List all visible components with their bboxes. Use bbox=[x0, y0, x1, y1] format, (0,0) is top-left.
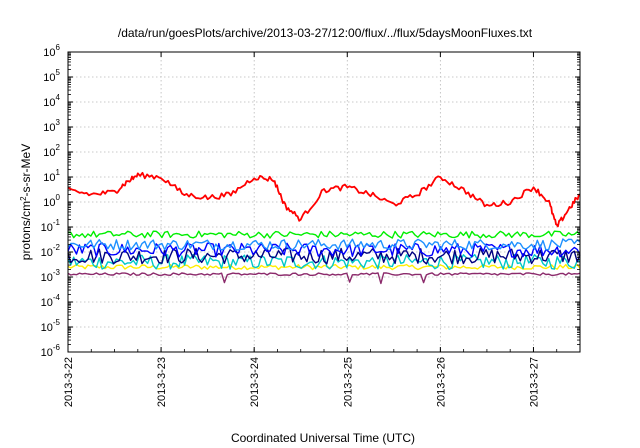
y-tick-label-exp: -4 bbox=[53, 293, 61, 302]
y-tick-label: 10-1 bbox=[41, 218, 61, 234]
series-line bbox=[67, 247, 581, 265]
y-tick-label-base: 10 bbox=[43, 147, 55, 159]
y-tick-label-exp: 0 bbox=[56, 193, 61, 202]
y-axis-title-sup: 2 bbox=[19, 196, 28, 201]
chart-title: /data/run/goesPlots/archive/2013-03-27/1… bbox=[118, 26, 533, 40]
y-tick-label-base: 10 bbox=[43, 97, 55, 109]
y-tick-label-exp: -6 bbox=[53, 343, 61, 352]
y-tick-label: 10-3 bbox=[41, 268, 61, 284]
y-axis-title-suffix: -s-sr-MeV bbox=[19, 144, 33, 197]
y-tick-label-exp: 2 bbox=[56, 143, 61, 152]
y-tick-label-exp: 4 bbox=[56, 93, 61, 102]
y-tick-label-base: 10 bbox=[41, 347, 53, 359]
ticks bbox=[67, 51, 581, 353]
y-tick-label: 100 bbox=[43, 193, 60, 209]
y-tick-label-base: 10 bbox=[43, 47, 55, 59]
series-line bbox=[67, 242, 581, 258]
y-tick-label-base: 10 bbox=[43, 122, 55, 134]
y-tick-label-base: 10 bbox=[43, 197, 55, 209]
y-tick-label-base: 10 bbox=[43, 172, 55, 184]
y-tick-label-exp: -5 bbox=[53, 318, 61, 327]
y-tick-label-exp: 6 bbox=[56, 43, 61, 52]
y-tick-label-exp: 3 bbox=[56, 118, 61, 127]
y-tick-label-base: 10 bbox=[41, 222, 53, 234]
y-tick-label-exp: -1 bbox=[53, 218, 61, 227]
y-tick-label-base: 10 bbox=[41, 272, 53, 284]
x-axis-title: Coordinated Universal Time (UTC) bbox=[231, 431, 415, 445]
y-tick-label: 106 bbox=[43, 43, 60, 59]
y-tick-label-exp: -3 bbox=[53, 268, 61, 277]
y-tick-label-base: 10 bbox=[41, 247, 53, 259]
series-line bbox=[67, 238, 581, 251]
y-tick-label-exp: -2 bbox=[53, 243, 61, 252]
y-axis-title: protons/cm2-s-sr-MeV bbox=[19, 144, 34, 260]
x-tick-label: 2013-3-27 bbox=[528, 357, 540, 407]
y-tick-label: 10-5 bbox=[41, 318, 61, 334]
y-tick-label: 102 bbox=[43, 143, 60, 159]
y-axis-title-prefix: protons/cm bbox=[19, 201, 33, 260]
y-tick-labels: 10-610-510-410-310-210-11001011021031041… bbox=[41, 43, 61, 359]
y-tick-label: 104 bbox=[43, 93, 60, 109]
y-tick-label: 10-4 bbox=[41, 293, 61, 309]
x-tick-label: 2013-3-24 bbox=[249, 357, 261, 407]
y-tick-label: 103 bbox=[43, 118, 60, 134]
x-tick-label: 2013-3-22 bbox=[63, 357, 75, 407]
x-tick-label: 2013-3-25 bbox=[342, 357, 354, 407]
y-tick-label-base: 10 bbox=[43, 72, 55, 84]
y-tick-label-exp: 5 bbox=[56, 68, 61, 77]
y-tick-label: 105 bbox=[43, 68, 60, 84]
x-tick-label: 2013-3-23 bbox=[156, 357, 168, 407]
y-tick-label-exp: 1 bbox=[56, 168, 61, 177]
series-layer bbox=[67, 171, 581, 285]
y-tick-label: 10-6 bbox=[41, 343, 61, 359]
series-line bbox=[67, 272, 581, 285]
x-tick-labels: 2013-3-22 2013-3-23 2013-3-24 2013-3-25 2013… bbox=[63, 357, 540, 407]
y-tick-label-base: 10 bbox=[41, 322, 53, 334]
y-tick-label: 10-2 bbox=[41, 243, 61, 259]
x-tick-label: 2013-3-26 bbox=[435, 357, 447, 407]
y-tick-label-base: 10 bbox=[41, 297, 53, 309]
y-tick-label: 101 bbox=[43, 168, 60, 184]
series-line bbox=[68, 230, 581, 239]
series-line bbox=[67, 171, 581, 228]
